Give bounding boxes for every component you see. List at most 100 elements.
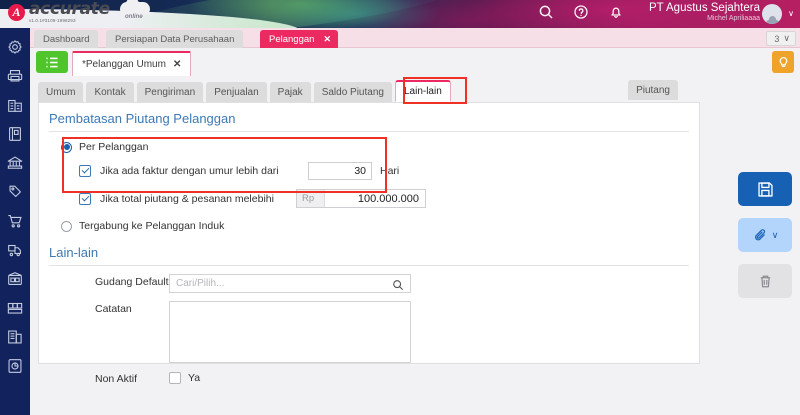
- inventory-icon[interactable]: [6, 299, 24, 317]
- chevron-down-icon: ∨: [783, 33, 790, 43]
- inner-tab-label: Pengiriman: [144, 86, 196, 98]
- checkbox-umur[interactable]: [79, 165, 91, 177]
- attachment-button[interactable]: ∨: [738, 218, 792, 252]
- inner-tab-label: Lain-lain: [403, 86, 442, 97]
- cart-icon[interactable]: [6, 212, 24, 230]
- field-label-gudang: Gudang Default: [95, 276, 169, 288]
- catatan-textarea[interactable]: [169, 301, 411, 363]
- chevron-down-icon[interactable]: ∨: [771, 229, 779, 240]
- gudang-placeholder: Cari/Pilih...: [176, 278, 225, 289]
- tag-icon[interactable]: [6, 183, 24, 201]
- delete-button[interactable]: [738, 264, 792, 298]
- tab-label: Pelanggan: [269, 33, 315, 45]
- logo-text: accurate: [29, 0, 110, 19]
- window-count-value: 3: [774, 33, 780, 44]
- input-piutang-group[interactable]: Rp 100.000.000: [296, 189, 426, 208]
- checkbox-label-ya: Ya: [188, 372, 201, 384]
- content-area: Umum Kontak Pengiriman Penjualan Pajak S…: [30, 76, 800, 415]
- section-title-lain-lain: Lain-lain: [49, 245, 99, 260]
- input-umur-hari[interactable]: 30: [308, 162, 372, 180]
- help-icon[interactable]: [573, 4, 589, 20]
- window-count-dropdown[interactable]: 3 ∨: [766, 31, 796, 46]
- list-icon: [45, 57, 58, 67]
- tab-label: Persiapan Data Perusahaan: [115, 33, 235, 45]
- header-wave-green: [118, 0, 462, 28]
- tab-label: Dashboard: [43, 33, 90, 45]
- building-icon[interactable]: [6, 96, 24, 114]
- radio-tergabung-induk[interactable]: Tergabung ke Pelanggan Induk: [39, 208, 699, 232]
- avatar-chevron-down-icon[interactable]: ∨: [788, 9, 794, 18]
- inner-tab-label: Saldo Piutang: [321, 86, 384, 98]
- field-row-catatan: Catatan: [39, 301, 699, 363]
- sub-tab-pelanggan-umum[interactable]: *Pelanggan Umum ✕: [72, 51, 192, 76]
- search-icon[interactable]: [538, 4, 554, 20]
- radio-per-pelanggan[interactable]: Per Pelanggan: [39, 132, 699, 153]
- report-icon[interactable]: [6, 357, 24, 375]
- close-icon[interactable]: ✕: [172, 59, 182, 70]
- inner-tab-label: Piutang: [636, 84, 670, 96]
- main-tab-bar: Dashboard Persiapan Data Perusahaan Pela…: [30, 28, 800, 48]
- field-label-catatan: Catatan: [95, 303, 132, 315]
- lightbulb-icon: [779, 56, 787, 67]
- field-row-non-aktif: Non Aktif Ya: [39, 371, 699, 385]
- settings-icon[interactable]: [6, 38, 24, 56]
- radio-label: Tergabung ke Pelanggan Induk: [79, 220, 225, 232]
- sub-tab-bar: *Pelanggan Umum ✕: [30, 48, 800, 76]
- close-icon[interactable]: ✕: [323, 33, 331, 44]
- inner-tab-label: Kontak: [94, 86, 126, 98]
- tab-dashboard[interactable]: Dashboard: [34, 30, 99, 48]
- app-logo[interactable]: A accurate v1.0.1#3109-1998293: [8, 1, 110, 27]
- tab-persiapan-data-perusahaan[interactable]: Persiapan Data Perusahaan: [106, 30, 244, 48]
- warehouse-icon[interactable]: [6, 270, 24, 288]
- trash-icon: [760, 275, 770, 287]
- floppy-disk-icon: [757, 181, 773, 197]
- list-menu-button[interactable]: [36, 51, 68, 73]
- field-row-gudang: Gudang Default Cari/Pilih...: [39, 274, 699, 293]
- inner-tab-pengiriman[interactable]: Pengiriman: [136, 82, 204, 102]
- search-icon[interactable]: [392, 278, 404, 296]
- documents-icon[interactable]: [6, 328, 24, 346]
- user-info[interactable]: PT Agustus Sejahtera Michel Apriliaaaa: [649, 2, 760, 23]
- radio-button-icon[interactable]: [61, 220, 72, 232]
- inner-tab-label: Penjualan: [214, 86, 259, 98]
- tab-pelanggan[interactable]: Pelanggan ✕: [260, 30, 338, 48]
- bell-icon[interactable]: [608, 4, 624, 20]
- avatar[interactable]: [762, 4, 782, 24]
- inner-tab-saldo-piutang[interactable]: Saldo Piutang: [313, 82, 392, 102]
- divider: [49, 131, 689, 132]
- checkbox-piutang[interactable]: [79, 192, 91, 205]
- inner-tab-umum[interactable]: Umum: [38, 82, 84, 102]
- inner-tab-bar: Umum Kontak Pengiriman Penjualan Pajak S…: [38, 80, 451, 102]
- user-name: Michel Apriliaaaa: [707, 15, 760, 23]
- checkbox-non-aktif[interactable]: [169, 372, 181, 384]
- action-button-column: ∨: [738, 172, 792, 310]
- paperclip-icon: [754, 228, 765, 240]
- checkbox-row-piutang[interactable]: Jika total piutang & pesanan melebihi Rp…: [39, 189, 699, 208]
- sub-tab-label: *Pelanggan Umum: [82, 59, 166, 70]
- delivery-icon[interactable]: [6, 241, 24, 259]
- gudang-default-input[interactable]: Cari/Pilih...: [169, 274, 411, 293]
- logo-mark-icon: A: [8, 4, 25, 21]
- section-title-pembatasan: Pembatasan Piutang Pelanggan: [49, 111, 236, 126]
- app-version: v1.0.1#3109-1998293: [29, 18, 76, 23]
- radio-button-icon[interactable]: [61, 141, 72, 153]
- company-name: PT Agustus Sejahtera: [648, 2, 760, 14]
- bank-icon[interactable]: [6, 154, 24, 172]
- save-button[interactable]: [738, 172, 792, 206]
- checkbox-row-umur[interactable]: Jika ada faktur dengan umur lebih dari 3…: [39, 162, 699, 180]
- checkbox-label-umur: Jika ada faktur dengan umur lebih dari: [100, 165, 279, 177]
- form-panel: Pembatasan Piutang Pelanggan Per Pelangg…: [38, 102, 700, 385]
- book-icon[interactable]: [6, 125, 24, 143]
- inner-tab-lain-lain[interactable]: Lain-lain: [394, 80, 451, 102]
- printer-icon[interactable]: [6, 67, 24, 85]
- input-piutang-value[interactable]: 100.000.000: [357, 192, 419, 205]
- checkbox-label-piutang: Jika total piutang & pesanan melebihi: [100, 192, 274, 205]
- inner-tab-kontak[interactable]: Kontak: [86, 82, 134, 102]
- logo-online-text: online: [125, 14, 143, 20]
- inner-tab-pajak[interactable]: Pajak: [269, 82, 311, 102]
- inner-tab-piutang[interactable]: Piutang: [628, 80, 678, 100]
- cloud-icon: [120, 0, 150, 15]
- lightbulb-button[interactable]: [772, 51, 794, 73]
- inner-tab-penjualan[interactable]: Penjualan: [206, 82, 267, 102]
